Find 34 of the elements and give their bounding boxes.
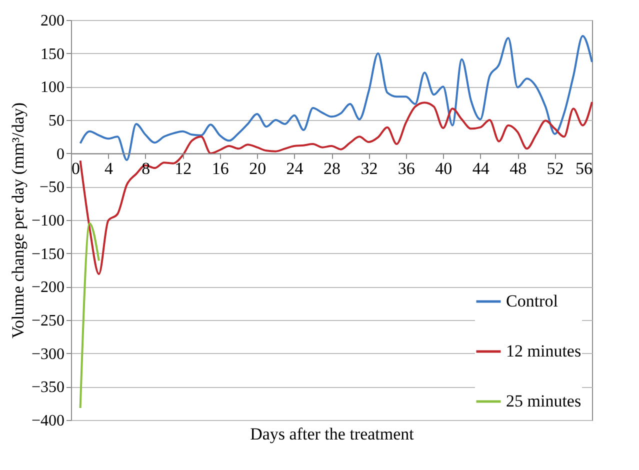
x-tick-label: 48 <box>510 158 527 178</box>
x-tick-label: 20 <box>249 158 266 178</box>
x-tick-label: 56 <box>576 158 592 178</box>
line-series <box>79 35 593 161</box>
y-tick-label: 100 <box>40 79 64 96</box>
y-tick-label: −250 <box>31 312 64 330</box>
x-tick-label: 52 <box>546 158 564 178</box>
x-tick-label: 24 <box>286 158 304 178</box>
line-series <box>79 101 593 275</box>
y-tick-label: 50 <box>48 112 64 130</box>
y-axis-title: Volume change per day (mm³/day) <box>8 102 28 339</box>
x-tick-label: 4 <box>104 158 114 178</box>
y-tick-label: −200 <box>31 279 64 296</box>
x-tick-label: 12 <box>174 158 192 178</box>
x-tick-label: 28 <box>324 158 340 178</box>
y-tick-label: 0 <box>56 146 64 163</box>
y-tick-label: −100 <box>31 212 64 230</box>
x-tick-label: 0 <box>72 158 80 178</box>
x-tick-label: 44 <box>472 158 490 178</box>
x-tick-label: 36 <box>398 158 415 178</box>
y-tick-label: −300 <box>31 346 64 363</box>
y-tick-label: −150 <box>31 246 64 263</box>
x-tick-label: 40 <box>435 158 452 178</box>
x-tick-label: 32 <box>360 158 378 178</box>
y-tick-label: 150 <box>40 46 64 63</box>
legend-label: Control <box>506 292 558 310</box>
x-tick-label: 16 <box>212 158 229 178</box>
y-tick-label: −400 <box>31 412 64 430</box>
legend-label: 12 minutes <box>506 342 582 360</box>
y-tick-label: −50 <box>39 179 64 196</box>
y-tick-label: 200 <box>40 12 64 30</box>
y-tick-label: −350 <box>31 379 64 396</box>
legend-label: 25 minutes <box>506 392 582 410</box>
x-axis-title: Days after the treatment <box>250 424 414 444</box>
